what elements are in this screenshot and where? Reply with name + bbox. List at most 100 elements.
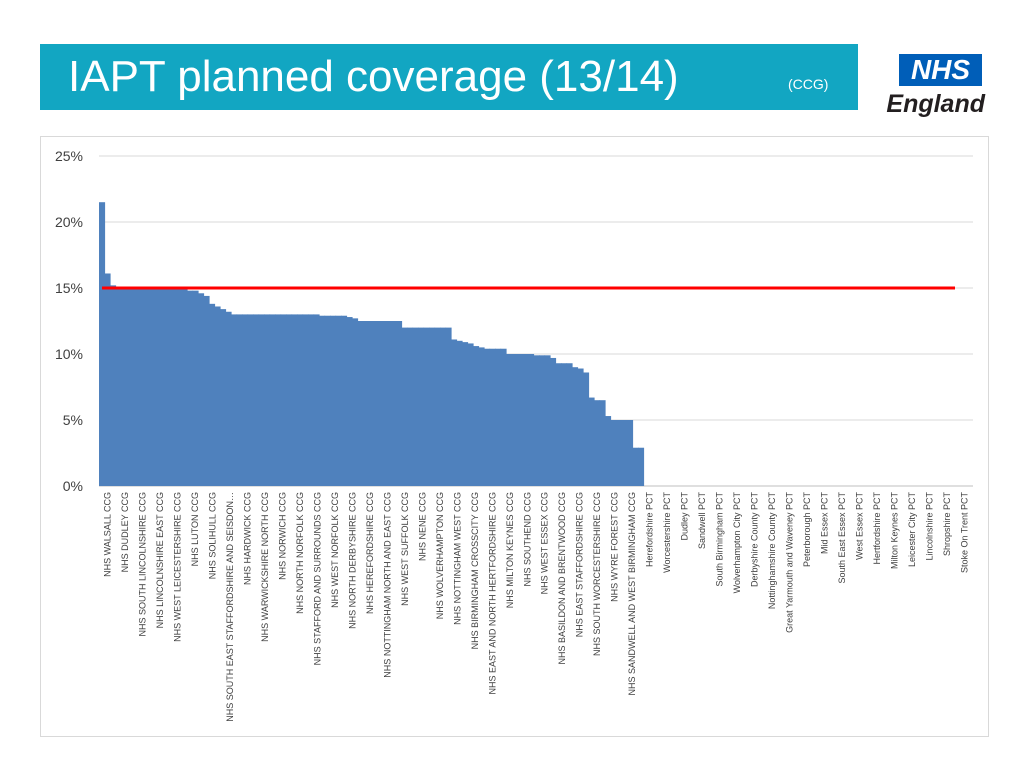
bar <box>412 327 419 486</box>
x-tick-label: NHS NOTTINGHAM WEST CCG <box>452 492 462 625</box>
bar <box>401 327 408 486</box>
x-tick-label: NHS HEREFORDSHIRE CCG <box>365 492 375 614</box>
bar <box>374 321 381 486</box>
x-tick-label: Mid Essex PCT <box>819 492 829 555</box>
y-tick-label: 15% <box>55 280 83 296</box>
bar <box>462 342 469 486</box>
bar <box>143 288 150 486</box>
bar <box>555 363 562 486</box>
bar <box>610 420 617 486</box>
chart-x-axis: NHS WALSALL CCG NHS DUDLEY CCG NHS SOUTH L… <box>103 491 970 721</box>
x-tick-label: NHS BASILDON AND BRENTWOOD CCG <box>557 492 567 665</box>
bar <box>627 420 634 486</box>
x-tick-label: Milton Keynes PCT <box>889 492 899 570</box>
x-tick-label: Lincolnshire PCT <box>924 492 934 561</box>
x-tick-label: NHS SOUTH LINCOLNSHIRE CCG <box>138 492 148 637</box>
bar <box>104 273 111 486</box>
x-tick-label: West Essex PCT <box>854 492 864 560</box>
x-tick-label: Stoke On Trent PCT <box>959 491 969 573</box>
bar <box>242 314 249 486</box>
x-tick-label: Nottinghamshire County PCT <box>767 492 777 610</box>
bar <box>434 327 441 486</box>
bar <box>506 354 513 486</box>
bar <box>313 314 320 486</box>
x-tick-label: NHS NORTH NORFOLK CCG <box>295 492 305 614</box>
bar <box>550 357 557 486</box>
bar <box>280 314 287 486</box>
bar <box>341 315 348 486</box>
x-tick-label: NHS DUDLEY CCG <box>120 492 130 572</box>
x-tick-label: NHS NENE CCG <box>417 492 427 561</box>
x-tick-label: Derbyshire County PCT <box>750 492 760 588</box>
x-tick-label: Wolverhampton City PCT <box>732 492 742 594</box>
bar <box>495 348 502 486</box>
bar <box>429 327 436 486</box>
bar <box>335 315 342 486</box>
bar <box>368 321 375 486</box>
bar <box>319 315 326 486</box>
y-tick-label: 20% <box>55 214 83 230</box>
bar <box>132 288 139 486</box>
y-tick-label: 10% <box>55 346 83 362</box>
bar <box>99 202 106 486</box>
bar <box>330 315 337 486</box>
x-tick-label: Peterborough PCT <box>802 492 812 568</box>
bar <box>297 314 304 486</box>
x-tick-label: NHS EAST AND NORTH HERTFORDSHIRE CCG <box>487 492 497 695</box>
bar <box>352 318 359 486</box>
bar <box>181 289 188 486</box>
bar <box>302 314 309 486</box>
bar <box>137 288 144 486</box>
chart-y-axis: 0% 5% 10% 15% 20% 25% <box>55 148 83 494</box>
x-tick-label: NHS SOLIHULL CCG <box>208 492 218 579</box>
bar <box>159 288 166 486</box>
bar <box>357 321 364 486</box>
x-tick-label: NHS WOLVERHAMPTON CCG <box>435 492 445 619</box>
chart-bars <box>99 202 645 486</box>
bar <box>346 317 353 486</box>
x-tick-label: South East Essex PCT <box>837 492 847 584</box>
x-tick-label: Dudley PCT <box>680 491 690 540</box>
x-tick-label: NHS BIRMINGHAM CROSSCITY CCG <box>470 492 480 649</box>
x-tick-label: NHS SOUTH WORCESTERSHIRE CCG <box>592 492 602 656</box>
bar-chart: 0% 5% 10% 15% 20% 25% NHS WALSALL CCG NHS DUDL… <box>55 148 973 722</box>
x-tick-label: NHS EAST STAFFORDSHIRE CCG <box>575 492 585 637</box>
bar <box>616 420 623 486</box>
x-tick-label: Sandwell PCT <box>697 492 707 550</box>
page-title: IAPT planned coverage (13/14) <box>68 52 679 101</box>
x-tick-label: NHS LINCOLNSHIRE EAST CCG <box>155 492 165 628</box>
bar <box>478 347 485 486</box>
chart-frame: 0% 5% 10% 15% 20% 25% NHS WALSALL CCG NHS DUDL… <box>40 136 989 737</box>
bar <box>528 354 535 486</box>
bar <box>511 354 518 486</box>
bar <box>203 295 210 486</box>
bar <box>170 289 177 486</box>
bar <box>456 340 463 486</box>
nhs-logo-subtext: England <box>886 90 985 118</box>
bar <box>594 400 601 486</box>
y-tick-label: 5% <box>63 412 83 428</box>
x-tick-label: NHS STAFFORD AND SURROUNDS CCG <box>313 492 323 665</box>
x-tick-label: NHS NOTTINGHAM NORTH AND EAST CCG <box>382 492 392 678</box>
bar <box>214 306 221 486</box>
bar <box>385 321 392 486</box>
bar <box>121 288 128 486</box>
bar <box>275 314 282 486</box>
bar <box>621 420 628 486</box>
x-tick-label: Hertfordshire PCT <box>872 492 882 565</box>
x-tick-label: NHS LUTON CCG <box>190 492 200 566</box>
bar <box>225 311 232 486</box>
x-tick-label: NHS HARDWICK CCG <box>243 492 253 585</box>
bar <box>264 314 271 486</box>
bar <box>423 327 430 486</box>
bar <box>396 321 403 486</box>
bar <box>286 314 293 486</box>
page-subtitle: (CCG) <box>788 76 829 92</box>
x-tick-label: NHS WEST LEICESTERSHIRE CCG <box>173 492 183 642</box>
bar <box>379 321 386 486</box>
bar <box>308 314 315 486</box>
bar <box>209 303 216 486</box>
bar <box>583 372 590 486</box>
bar <box>154 288 161 486</box>
bar <box>577 368 584 486</box>
